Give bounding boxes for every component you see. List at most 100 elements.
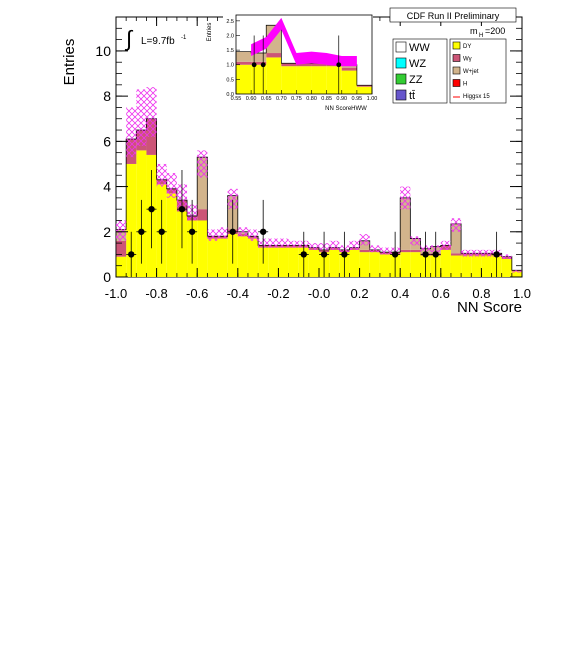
x-tick-label: -0.6 — [186, 286, 208, 301]
bar-dy-24 — [359, 252, 370, 277]
inset-y-tick-label: 1.0 — [226, 63, 234, 69]
bar-w--28 — [400, 249, 411, 253]
data-point-8 — [300, 251, 307, 258]
uncertainty-bin-17 — [288, 240, 299, 248]
uncertainty-bin-2 — [136, 89, 147, 146]
uncertainty-bin-9 — [207, 229, 218, 241]
x-axis-label: NN Score — [457, 299, 522, 316]
inset-bar-wg-8 — [356, 85, 372, 87]
inset-bar-wg-3 — [281, 63, 297, 67]
legend-entry-swatch — [452, 66, 461, 75]
data-point-12 — [422, 251, 429, 258]
y-tick-label: 6 — [103, 133, 111, 149]
data-point-11 — [391, 251, 399, 258]
legend-entry-swatch — [395, 73, 407, 85]
inset-frame — [235, 14, 373, 95]
uncertainty-bin-5 — [166, 173, 177, 198]
legend-entry-label: H — [463, 82, 467, 88]
bar-dy-19 — [308, 249, 319, 277]
inset-x-tick-label: 1.00 — [367, 96, 378, 102]
bar-w-jet-28 — [400, 197, 411, 250]
inset-bar-dy-3 — [281, 66, 297, 94]
inset-data-point-1 — [260, 62, 266, 68]
chart-title: CDF Run II Preliminary — [407, 11, 500, 21]
y-axis-label: Entries — [61, 39, 78, 86]
legend: WW WZ ZZ tt̄ DY Wγ W+jet H Higgsx 15 — [392, 38, 507, 104]
inset-bar-wg-7 — [341, 67, 357, 71]
inset-y-tick-label: 2.5 — [226, 19, 234, 25]
bar-w--29 — [410, 249, 421, 253]
data-point-6 — [229, 228, 236, 235]
legend-entry-label: WW — [409, 42, 430, 54]
uncertainty-bin-34 — [461, 249, 472, 257]
inset-plot: 0.55 0.60 0.65 0.70 0.75 0.80 0.85 0.90 0.95 1.00… — [207, 8, 377, 112]
data-point-13 — [432, 251, 439, 258]
y-tick-label: 10 — [95, 43, 111, 59]
inset-bar-wjet-1 — [251, 53, 267, 62]
uncertainty-bin-24 — [359, 234, 370, 246]
bar-dy-35 — [471, 255, 482, 277]
uncertainty-bin-21 — [329, 240, 340, 250]
x-tick-label: 1.0 — [513, 286, 531, 301]
y-tick-label: 4 — [103, 179, 111, 195]
inset-data-point-0 — [251, 62, 257, 68]
uncertainty-bin-36 — [481, 249, 492, 257]
x-tick-label: 0.2 — [351, 286, 369, 301]
inset-uncertainty-band — [251, 17, 357, 67]
y-tick-label: 0 — [103, 269, 111, 285]
uncertainty-bin-8 — [197, 150, 208, 178]
uncertainty-bin-1 — [126, 107, 137, 158]
inset-bar-dy-2 — [266, 57, 282, 94]
legend-entry-swatch — [452, 79, 461, 87]
legend-entry-swatch — [452, 54, 461, 62]
data-point-0 — [128, 251, 135, 258]
legend-entry-swatch — [395, 41, 407, 53]
bar-dy-33 — [450, 255, 462, 277]
main-axes: -1.0 -0.8 -0.6 -0.4 -0.2 -0.0 0.2 0.4 0.6 0.8 1.00… — [95, 16, 531, 301]
data-point-14 — [493, 251, 500, 258]
data-points-layer — [126, 170, 502, 277]
title-box — [389, 7, 517, 23]
inset-bar-wg-5 — [311, 63, 327, 67]
bar-w-jet-8 — [197, 157, 208, 210]
legend-entry-swatch — [452, 41, 461, 50]
inset-x-tick-label: 0.80 — [306, 96, 317, 102]
bar-dy-0 — [116, 256, 127, 277]
mass-subscript: H — [479, 33, 483, 39]
inset-x-tick-label: 0.65 — [261, 96, 272, 102]
bar-dy-29 — [410, 252, 421, 277]
inset-x-tick-label: 0.95 — [352, 96, 363, 102]
luminosity-label: ∫ L=9.7fb -1 — [124, 26, 187, 51]
bar-dy-26 — [379, 254, 391, 277]
legend-entry-label: tt̄ — [409, 90, 415, 102]
legend-entry-label: Higgsx 15 — [463, 94, 490, 100]
legend-entry-label: WZ — [409, 58, 426, 70]
higgs-mass-label: m H =200 — [470, 26, 505, 39]
data-point-1 — [138, 228, 145, 235]
uncertainty-bin-38 — [501, 254, 512, 259]
lumi-text: L=9.7fb — [141, 36, 175, 47]
bar-w--33 — [450, 253, 462, 256]
bar-w--0 — [116, 240, 127, 257]
inset-bar-wjet-0 — [236, 51, 252, 62]
uncertainty-bin-28 — [400, 186, 411, 210]
bar-dy-17 — [288, 247, 299, 277]
inset-bar-dy-5 — [311, 66, 327, 94]
inset-x-axis-label: NN ScoreHWW — [325, 106, 367, 112]
data-point-5 — [188, 228, 196, 235]
uncertainty-bin-15 — [268, 238, 279, 248]
bar-dy-9 — [207, 238, 218, 277]
uncertainty-bin-26 — [379, 247, 391, 255]
inset-bar-dy-8 — [356, 86, 372, 94]
inset-bar-dy-1 — [251, 64, 267, 94]
uncertainty-bin-32 — [440, 240, 451, 250]
uncertainty-bin-3 — [146, 87, 157, 137]
inset-bar-wg-4 — [296, 63, 312, 67]
uncertainty-bin-19 — [308, 243, 319, 250]
bar-dy-12 — [237, 236, 248, 277]
inset-bar-wg-1 — [251, 61, 267, 65]
inset-x-tick-label: 0.70 — [276, 96, 287, 102]
inset-bar-dy-0 — [236, 64, 252, 94]
inset-bar-wg-2 — [266, 53, 282, 58]
